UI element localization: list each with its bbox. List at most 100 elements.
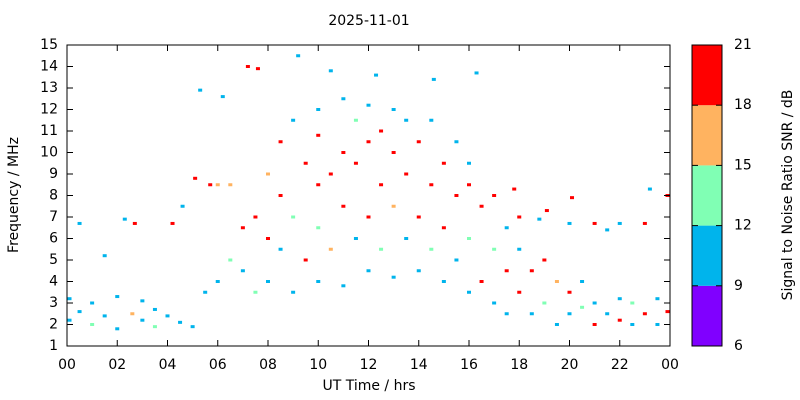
data-point [228,183,233,187]
x-tick-label: 00 [661,357,679,373]
colorbar-tick-label: 21 [734,37,752,53]
data-point [642,312,647,316]
colorbar-label: Signal to Noise Ratio SNR / dB [780,90,796,301]
colorbar-tick-label: 15 [734,157,752,173]
data-point [467,183,471,187]
data-point [429,118,434,122]
data-point [454,258,459,262]
data-point [431,77,436,81]
y-tick-label: 5 [49,252,58,268]
data-point [617,221,622,225]
data-point [240,269,245,273]
colorbar-band [692,225,722,286]
data-point [630,301,635,305]
data-point [122,217,127,221]
data-point [492,301,497,305]
data-point [316,280,321,283]
data-point [441,161,446,165]
data-point [492,194,497,197]
data-point [441,280,446,283]
data-point [253,290,258,294]
data-point [115,327,120,331]
data-point [366,215,371,219]
data-point [90,301,95,305]
data-point [570,196,575,200]
data-point [215,280,220,283]
data-point [630,323,635,326]
data-point [278,194,283,197]
data-point [180,204,185,208]
colorbar-tick-label: 12 [734,218,752,234]
data-point [132,221,137,225]
data-point [647,187,652,191]
data-point [391,108,396,111]
data-point [140,299,145,303]
data-point [379,183,384,187]
data-point [341,97,346,101]
data-point [567,221,572,225]
data-point [190,325,195,329]
data-point [316,226,321,230]
x-tick-label: 20 [561,357,579,373]
data-point [278,247,283,251]
colorbar-band [692,165,722,226]
data-point [341,151,346,154]
data-point [291,215,296,219]
data-point [178,320,183,324]
data-point [77,310,82,314]
x-axis-label: UT Time / hrs [322,378,415,394]
data-point [454,140,459,144]
x-tick-label: 18 [510,357,528,373]
data-point [655,297,660,301]
data-point [542,301,547,305]
y-tick-label: 10 [40,145,58,161]
data-point [266,237,270,240]
x-tick-label: 22 [611,357,629,373]
data-point [404,172,409,176]
data-point [245,65,250,68]
data-point [454,194,459,197]
y-tick-label: 8 [49,188,58,204]
data-point [291,118,296,122]
data-point [655,323,660,326]
data-point [198,88,203,92]
data-point [642,221,647,225]
data-point [90,323,95,326]
data-point [467,161,471,165]
chart-title: 2025-11-01 [328,13,409,29]
data-point [542,258,547,262]
data-point [379,247,384,251]
y-tick-label: 3 [49,295,58,311]
data-point [605,228,610,232]
data-point [544,209,549,213]
data-point [554,323,559,326]
colorbar-band [692,45,722,106]
data-point [592,221,597,225]
data-point [580,280,585,283]
colorbar-tick-label: 6 [734,338,743,354]
data-point [517,215,522,219]
data-point [537,217,542,221]
data-point [328,247,333,251]
data-point [416,140,421,144]
data-point [228,258,233,262]
x-tick-label: 08 [259,357,277,373]
data-point [170,221,175,225]
data-point [341,204,346,208]
data-point [266,280,270,283]
data-point [665,310,670,314]
colorbar-tick-label: 18 [734,97,752,113]
data-point [291,290,296,294]
data-point [517,290,522,294]
data-point [67,297,72,301]
data-point [467,290,471,294]
data-point [592,301,597,305]
data-point [504,269,509,273]
data-point [479,280,484,283]
data-point [215,183,220,187]
data-point [554,280,559,283]
data-point [303,258,308,262]
data-point [467,237,471,240]
data-point [617,297,622,301]
